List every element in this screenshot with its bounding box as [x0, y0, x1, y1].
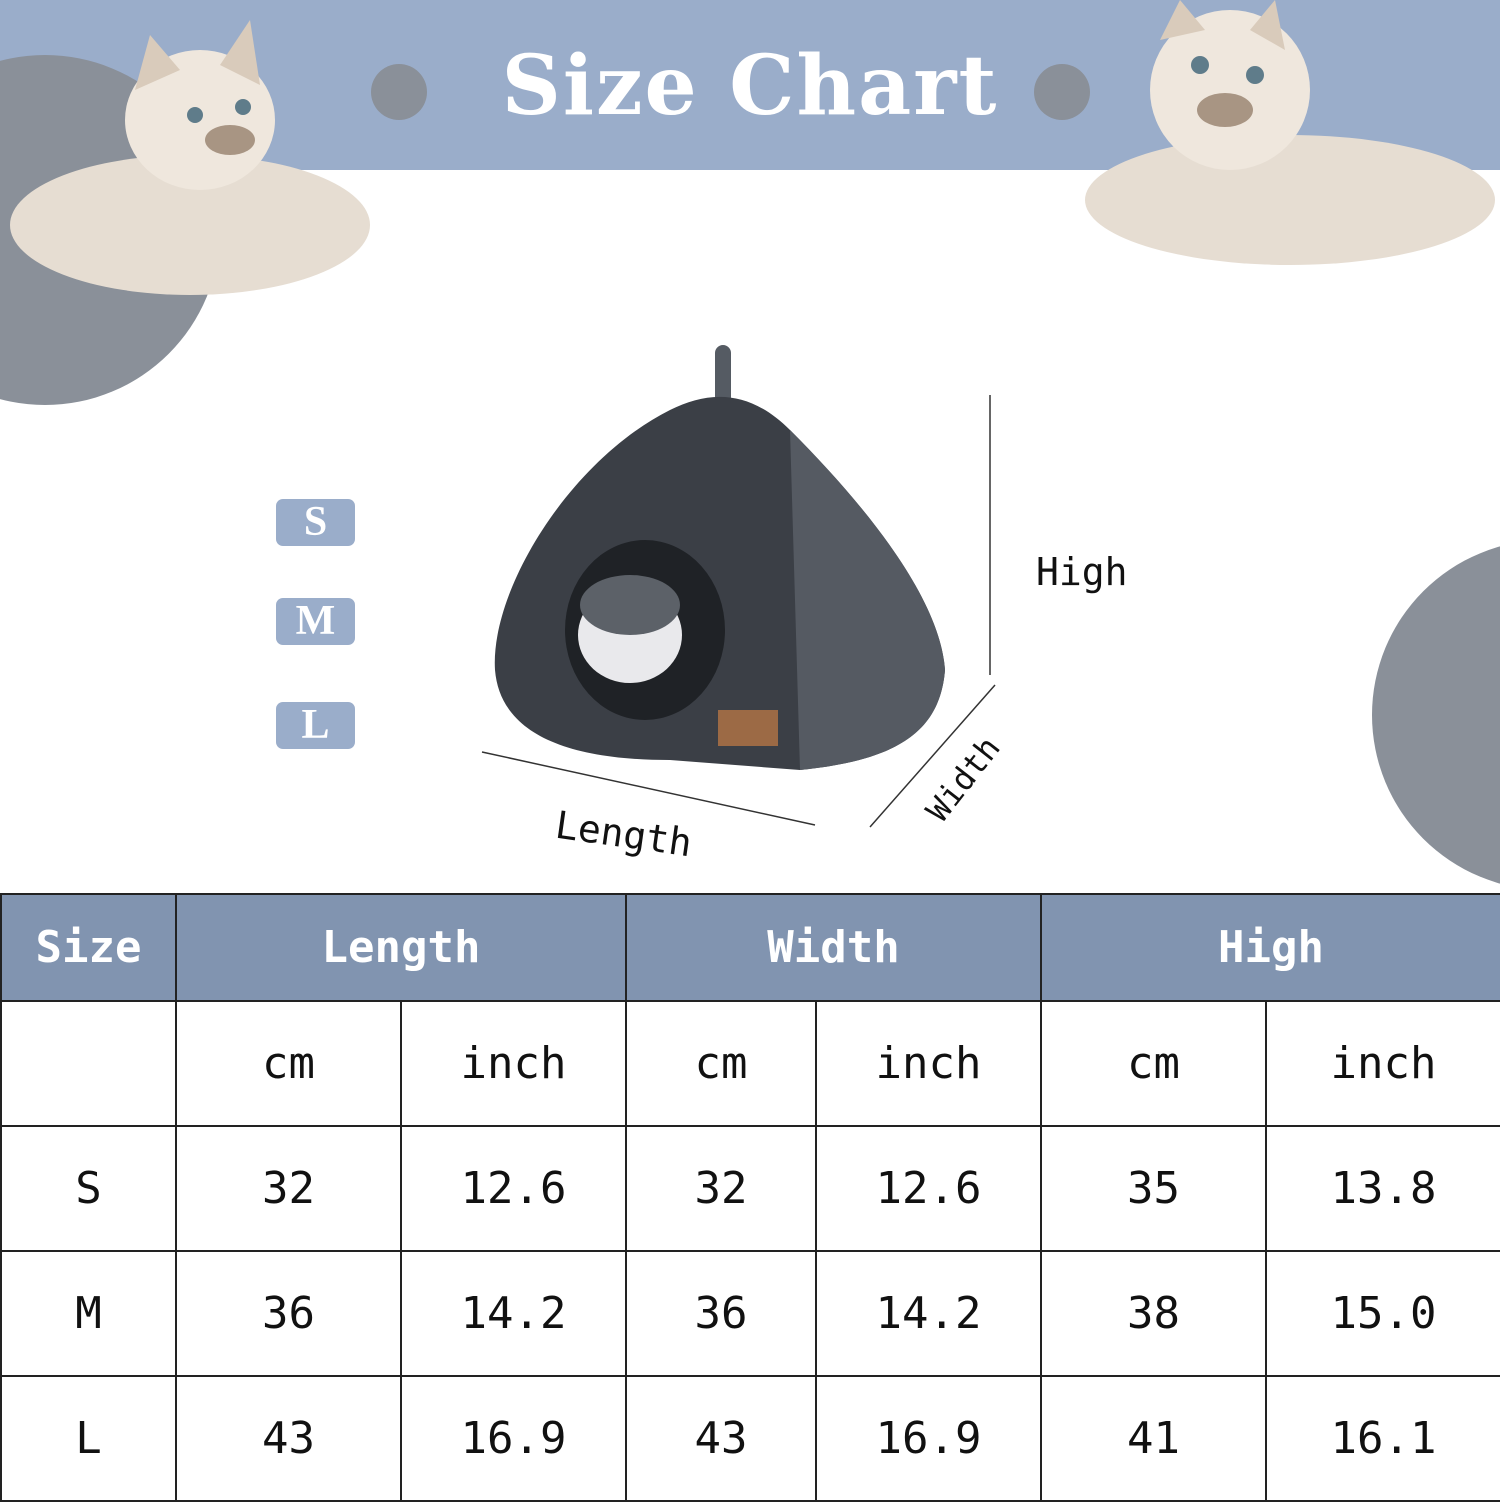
table-row: M 36 14.2 36 14.2 38 15.0	[0, 1250, 1500, 1377]
size-table: Size Length Width High cm inch cm inch c…	[0, 893, 1500, 1502]
header-size: Size	[0, 893, 177, 1002]
value-cell: 14.2	[815, 1250, 1043, 1377]
decor-circle-right	[1372, 546, 1500, 884]
value-cell: 43	[625, 1375, 818, 1502]
value-cell: 13.8	[1265, 1125, 1500, 1252]
size-badge-m: M	[276, 598, 355, 645]
value-cell: 12.6	[399, 1125, 628, 1252]
table-row: S 32 12.6 32 12.6 35 13.8	[0, 1125, 1500, 1252]
cat-tent-image	[481, 345, 996, 828]
high-label: High	[1036, 550, 1128, 594]
size-cell: M	[0, 1250, 177, 1377]
header-width: Width	[625, 893, 1043, 1002]
value-cell: 36	[175, 1250, 402, 1377]
unit-cell: inch	[815, 1000, 1043, 1127]
value-cell: 15.0	[1265, 1250, 1500, 1377]
header-high: High	[1040, 893, 1500, 1002]
size-badge-l: L	[276, 702, 355, 749]
cat-image-left	[10, 20, 370, 295]
unit-cell: cm	[1040, 1000, 1268, 1127]
value-cell: 32	[175, 1125, 402, 1252]
unit-cell: inch	[1265, 1000, 1500, 1127]
size-cell: S	[0, 1125, 177, 1252]
units-row: cm inch cm inch cm inch	[0, 1000, 1500, 1127]
value-cell: 12.6	[815, 1125, 1043, 1252]
value-cell: 35	[1040, 1125, 1268, 1252]
value-cell: 16.1	[1265, 1375, 1500, 1502]
unit-cell: cm	[175, 1000, 402, 1127]
units-empty-cell	[0, 1000, 177, 1127]
size-badge-s: S	[276, 499, 355, 546]
header-length: Length	[174, 893, 628, 1002]
value-cell: 32	[625, 1125, 818, 1252]
cat-image-right	[1085, 0, 1495, 265]
title-dot-right	[1034, 64, 1090, 120]
value-cell: 38	[1040, 1250, 1268, 1377]
unit-cell: cm	[625, 1000, 818, 1127]
value-cell: 36	[625, 1250, 818, 1377]
unit-cell: inch	[399, 1000, 628, 1127]
value-cell: 16.9	[399, 1375, 628, 1502]
table-header-row: Size Length Width High	[0, 893, 1500, 1002]
value-cell: 43	[175, 1375, 402, 1502]
table-row: L 43 16.9 43 16.9 41 16.1	[0, 1375, 1500, 1502]
value-cell: 14.2	[399, 1250, 628, 1377]
size-cell: L	[0, 1375, 177, 1502]
value-cell: 41	[1040, 1375, 1268, 1502]
value-cell: 16.9	[815, 1375, 1043, 1502]
title-dot-left	[371, 64, 427, 120]
page-title: Size Chart	[501, 38, 999, 134]
